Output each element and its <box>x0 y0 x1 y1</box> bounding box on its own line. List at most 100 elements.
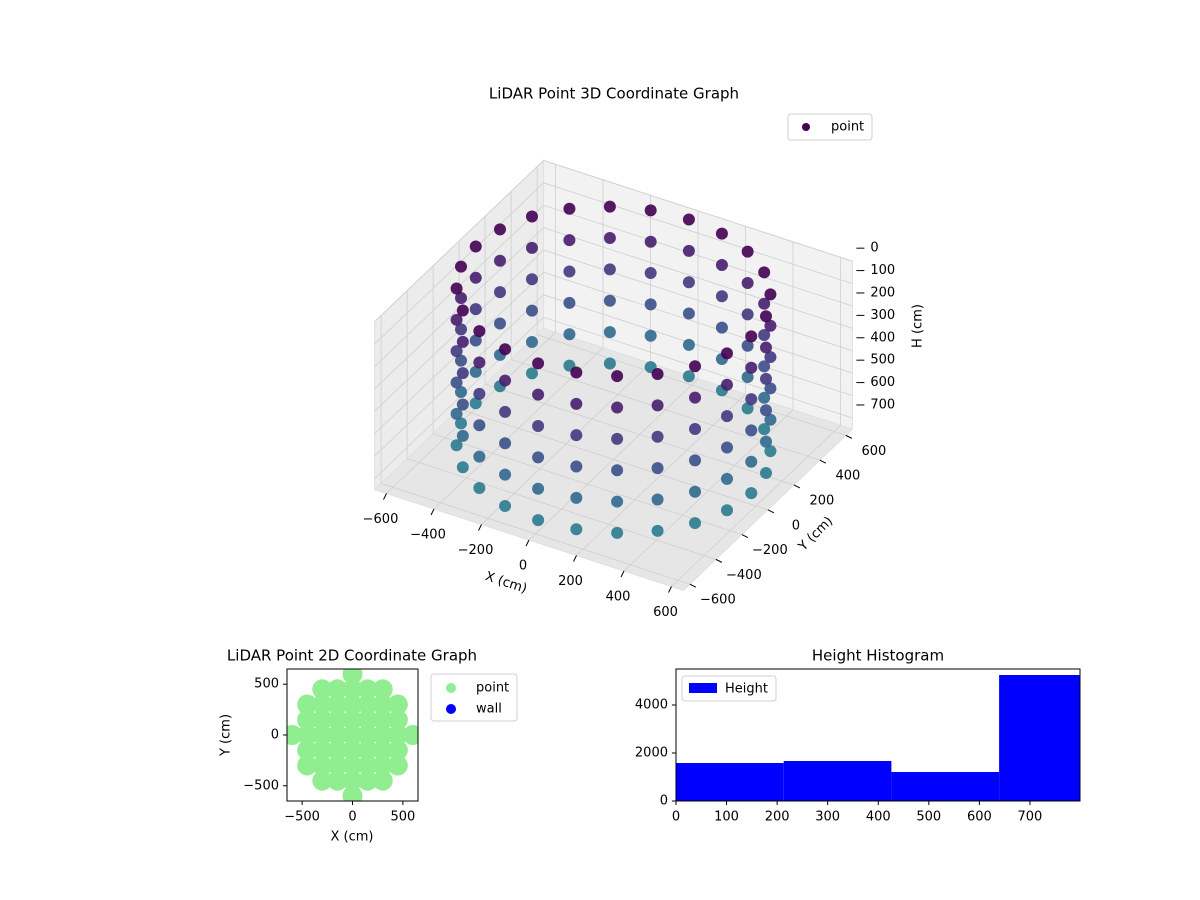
x-tick <box>668 586 672 593</box>
point <box>715 321 728 334</box>
point <box>745 424 758 437</box>
x-tick-label: 0 <box>519 559 527 574</box>
z-tick-label: 200 <box>870 285 895 300</box>
y-tick <box>715 558 723 563</box>
point <box>342 669 363 685</box>
point <box>603 232 616 245</box>
z-tick-label: 600 <box>870 375 895 390</box>
x-tick <box>573 555 577 562</box>
y-tick-label: −500 <box>243 778 279 793</box>
point <box>473 450 486 463</box>
point <box>651 493 664 506</box>
legend-swatch <box>689 683 717 693</box>
grid-line <box>459 408 768 511</box>
point <box>499 500 512 513</box>
point <box>456 367 469 380</box>
point <box>372 740 393 761</box>
y-tick <box>689 583 697 588</box>
chart-title: Height Histogram <box>812 647 944 665</box>
y-tick-label: 500 <box>254 677 279 692</box>
point <box>473 325 486 338</box>
x-tick-label: 0 <box>348 810 356 825</box>
point <box>312 755 333 776</box>
point <box>563 234 576 247</box>
point <box>758 391 771 404</box>
point <box>644 329 657 342</box>
point <box>745 393 758 406</box>
point <box>532 420 545 433</box>
point <box>473 387 486 400</box>
y-tick <box>741 534 749 539</box>
point <box>721 410 733 423</box>
point <box>651 462 664 475</box>
point <box>611 401 624 414</box>
x-tick-label: 500 <box>390 810 415 825</box>
grid-line <box>407 458 716 560</box>
point <box>764 319 777 332</box>
legend-marker <box>802 123 810 131</box>
point <box>741 276 754 289</box>
point <box>570 523 583 536</box>
point <box>570 429 583 442</box>
point <box>312 770 333 791</box>
point <box>532 482 545 495</box>
point <box>342 740 363 761</box>
point <box>651 368 664 381</box>
point <box>741 245 754 258</box>
point <box>327 679 348 700</box>
bar <box>783 760 892 801</box>
point <box>342 709 363 730</box>
y-tick-label: −400 <box>726 568 762 583</box>
point <box>758 423 771 436</box>
x-tick-label: 200 <box>558 574 583 589</box>
y-tick-label: 2000 <box>635 746 668 761</box>
plot-area <box>287 669 418 801</box>
x-tick-label: 400 <box>866 810 891 825</box>
point <box>611 495 624 508</box>
point <box>715 227 728 240</box>
legend-label: point <box>831 120 864 135</box>
point <box>603 294 616 307</box>
point <box>758 266 771 279</box>
point <box>758 329 771 342</box>
point <box>456 429 469 442</box>
point <box>611 432 624 445</box>
point <box>570 460 583 473</box>
point <box>473 356 486 369</box>
point <box>563 296 576 309</box>
point <box>644 204 657 217</box>
point <box>525 273 538 286</box>
point <box>563 328 576 341</box>
point <box>342 785 363 801</box>
point <box>760 435 772 448</box>
point <box>563 265 576 278</box>
point <box>387 740 408 761</box>
point <box>721 441 733 454</box>
point <box>532 514 545 527</box>
point <box>532 357 545 370</box>
y-tick <box>793 484 801 489</box>
point <box>357 679 378 700</box>
point <box>473 481 486 494</box>
plot-area <box>676 675 1080 801</box>
grid-line <box>543 294 853 396</box>
point <box>499 343 512 356</box>
point <box>764 288 777 301</box>
grid-line <box>433 433 742 535</box>
point <box>342 770 363 791</box>
point <box>721 347 733 360</box>
point <box>525 241 538 254</box>
point <box>357 709 378 730</box>
point <box>494 286 506 299</box>
point <box>764 413 777 426</box>
x-tick-label: 700 <box>1018 810 1043 825</box>
z-tick-label: 700 <box>870 397 895 412</box>
point <box>570 397 583 410</box>
point <box>469 365 482 378</box>
grid-line <box>374 316 544 479</box>
point <box>357 725 378 745</box>
y-tick <box>767 509 775 514</box>
point <box>372 725 393 745</box>
x-tick-label: 600 <box>653 605 678 620</box>
